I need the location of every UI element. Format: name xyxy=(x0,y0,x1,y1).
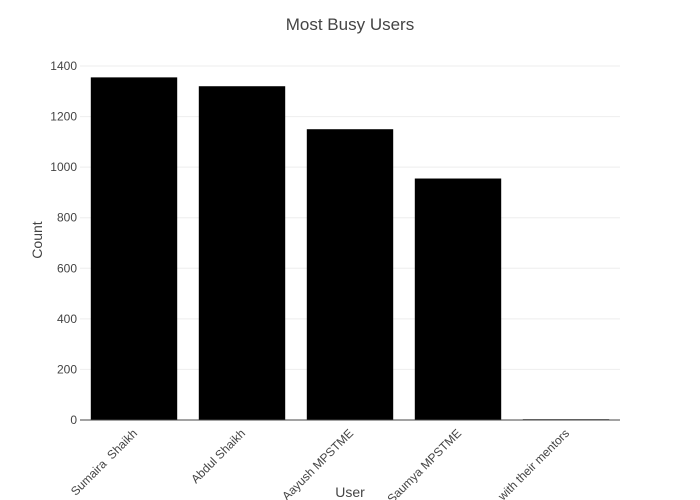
x-tick-label: with their mentors xyxy=(495,426,573,500)
y-axis-title: Count xyxy=(29,221,45,258)
x-axis-title: User xyxy=(335,484,365,500)
y-tick-label: 1400 xyxy=(50,59,77,73)
y-tick-label: 0 xyxy=(70,413,77,427)
y-tick-label: 400 xyxy=(57,312,77,326)
bar[interactable] xyxy=(414,178,502,420)
y-tick-label: 200 xyxy=(57,362,77,376)
chart-title: Most Busy Users xyxy=(286,15,414,34)
y-tick-label: 1200 xyxy=(50,110,77,124)
y-tick-label: 800 xyxy=(57,211,77,225)
bar[interactable] xyxy=(90,77,178,420)
x-axis-ticks: Sumaira Shaikh Abdul Shaikh Aayush MPSTME S… xyxy=(68,426,572,500)
x-tick-label: Saumya MPSTME xyxy=(384,426,464,500)
y-tick-label: 1000 xyxy=(50,160,77,174)
y-tick-label: 600 xyxy=(57,261,77,275)
x-tick-label: Sumaira Shaikh xyxy=(68,426,140,498)
bars xyxy=(90,77,610,420)
x-tick-label: Abdul Shaikh xyxy=(188,426,248,486)
bar[interactable] xyxy=(306,129,394,420)
y-axis-ticks: 0 200 400 600 800 1000 1200 1400 xyxy=(50,59,77,427)
bar[interactable] xyxy=(198,86,286,420)
